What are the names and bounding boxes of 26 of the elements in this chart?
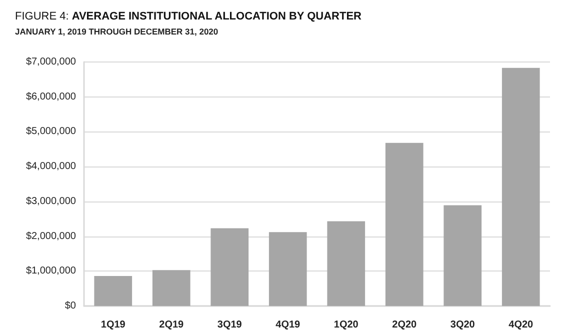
y-tick-label: $4,000,000 bbox=[26, 161, 76, 172]
x-tick-label: 4Q19 bbox=[276, 320, 301, 330]
y-tick-label: $0 bbox=[64, 300, 76, 312]
x-tick-label: 2Q19 bbox=[159, 320, 184, 330]
x-tick-label: 3Q19 bbox=[217, 320, 242, 330]
x-tick-label: 4Q20 bbox=[508, 320, 534, 330]
bar bbox=[385, 142, 424, 306]
x-tick-label: 2Q20 bbox=[392, 320, 418, 330]
bar bbox=[327, 221, 366, 306]
bar bbox=[444, 205, 482, 306]
chart-title: FIGURE 4: AVERAGE INSTITUTIONAL ALLOCATION BY QUARTER bbox=[15, 10, 362, 22]
bar bbox=[268, 232, 307, 306]
y-tick-label: $2,000,000 bbox=[26, 230, 76, 242]
y-tick-label: $6,000,000 bbox=[26, 91, 76, 102]
x-tick-label: 1Q19 bbox=[100, 320, 126, 330]
y-tick-label: $3,000,000 bbox=[26, 196, 76, 207]
y-tick-label: $5,000,000 bbox=[26, 126, 76, 138]
bar bbox=[152, 270, 190, 306]
bar bbox=[502, 68, 540, 306]
bar bbox=[210, 228, 249, 306]
x-tick-label: 3Q20 bbox=[450, 320, 476, 330]
bar bbox=[94, 276, 132, 306]
chart-subtitle: JANUARY 1, 2019 THROUGH DECEMBER 31, 2020 bbox=[15, 26, 218, 36]
x-tick-label: 1Q20 bbox=[334, 320, 359, 330]
y-tick-label: $1,000,000 bbox=[26, 266, 76, 277]
y-tick-label: $7,000,000 bbox=[26, 56, 76, 68]
